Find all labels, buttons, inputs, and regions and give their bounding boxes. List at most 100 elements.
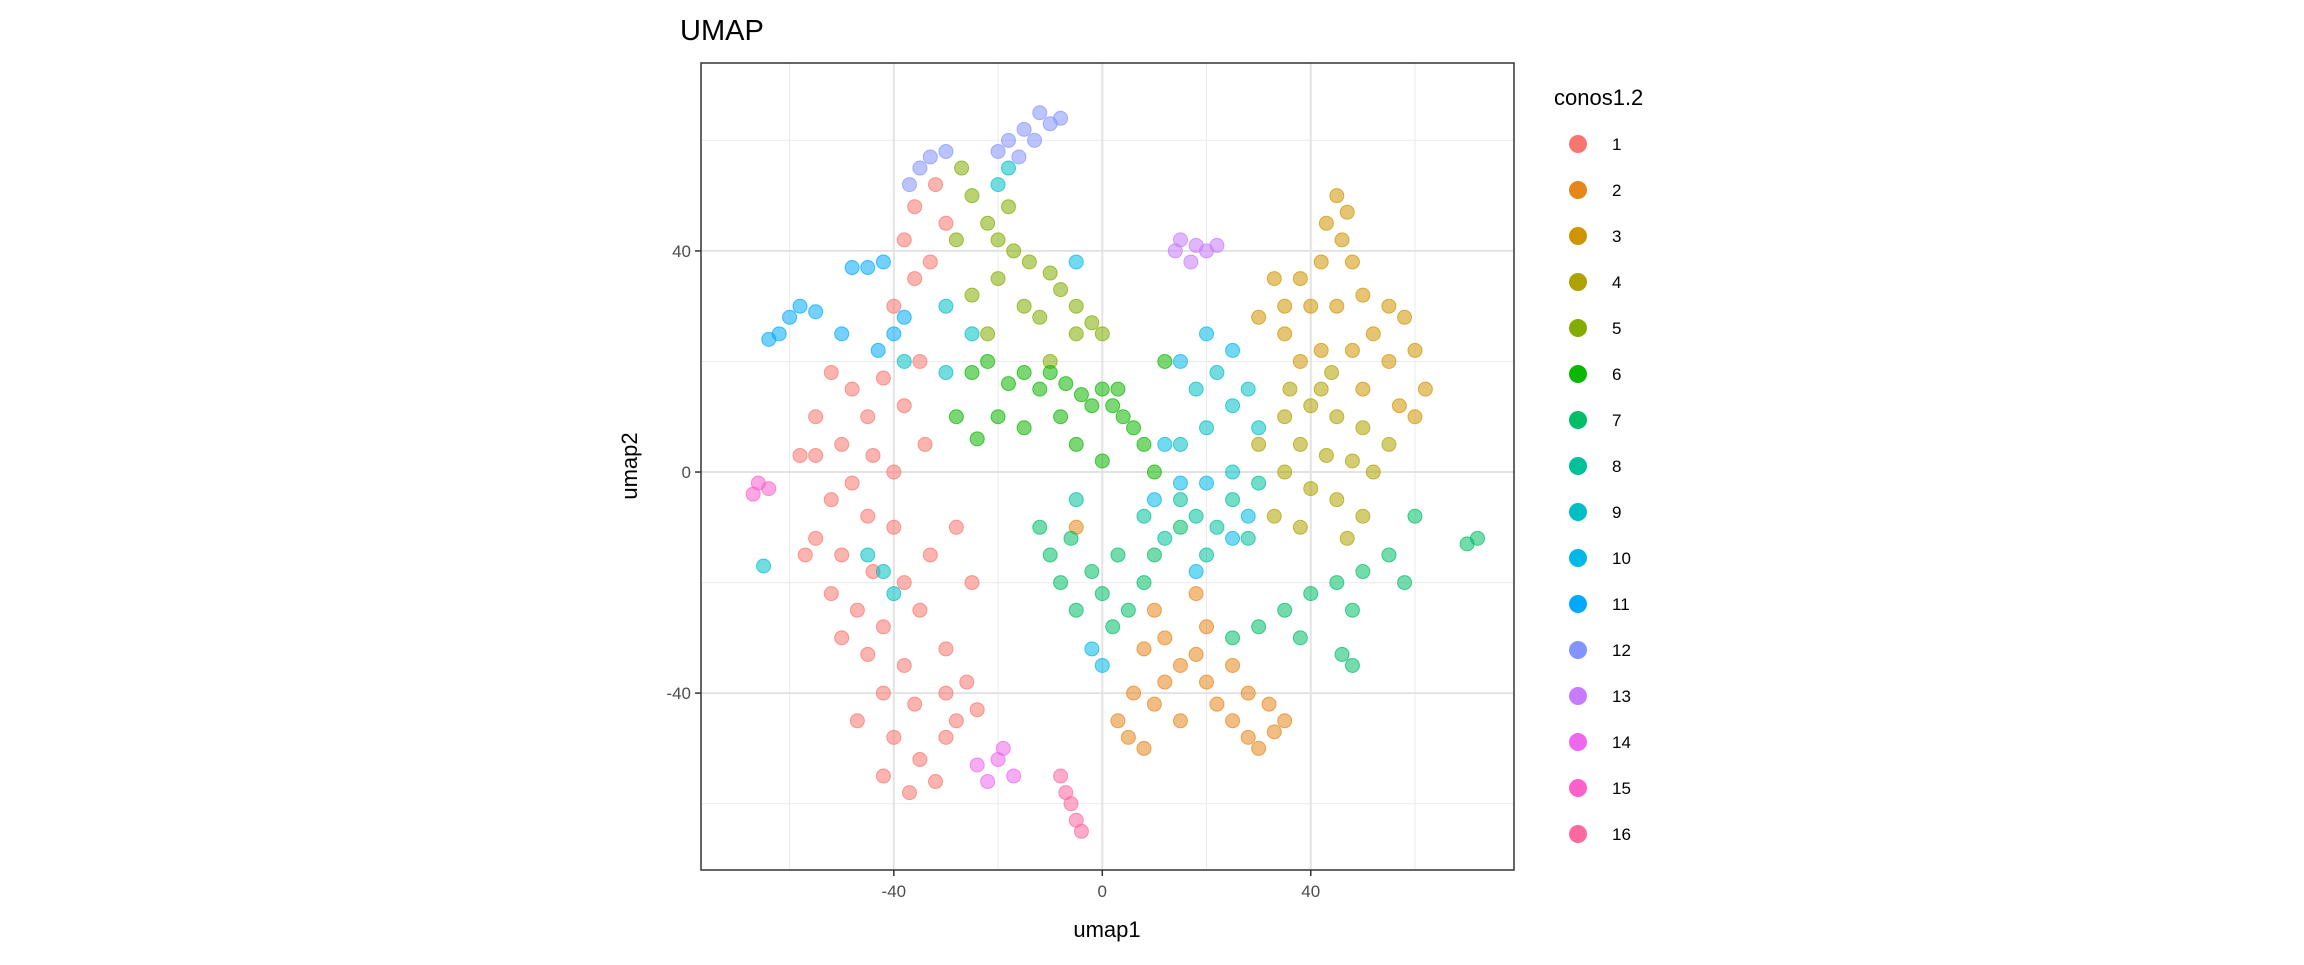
- data-point: [1199, 326, 1215, 342]
- data-point: [1120, 602, 1136, 618]
- data-point: [1277, 464, 1293, 480]
- data-point: [1329, 409, 1345, 425]
- data-point: [1225, 492, 1241, 508]
- data-point: [886, 298, 902, 314]
- data-point: [1318, 447, 1334, 463]
- data-point: [1292, 271, 1308, 287]
- legend-item: 10: [1569, 549, 1631, 568]
- data-point: [1344, 657, 1360, 673]
- data-point: [1115, 409, 1131, 425]
- data-point: [1199, 674, 1215, 690]
- series-11: [761, 254, 912, 358]
- data-point: [1172, 657, 1188, 673]
- data-point: [1355, 381, 1371, 397]
- data-point: [1266, 271, 1282, 287]
- data-point: [1313, 381, 1329, 397]
- data-point: [1199, 547, 1215, 563]
- data-point: [1016, 121, 1032, 137]
- legend-key: [1569, 733, 1587, 751]
- data-point: [1329, 492, 1345, 508]
- data-point: [912, 160, 928, 176]
- legend-item: 14: [1569, 733, 1631, 752]
- data-point: [907, 696, 923, 712]
- data-point: [1011, 149, 1027, 165]
- data-point: [1251, 619, 1267, 635]
- data-point: [756, 558, 772, 574]
- data-point: [938, 365, 954, 381]
- legend-key: [1569, 365, 1587, 383]
- data-point: [1225, 464, 1241, 480]
- data-point: [1000, 132, 1016, 148]
- series-10: [1068, 254, 1256, 673]
- legend-item: 4: [1569, 273, 1621, 292]
- series-8: [1068, 475, 1267, 563]
- data-point: [980, 215, 996, 231]
- data-point: [922, 547, 938, 563]
- data-point: [844, 381, 860, 397]
- data-point: [1016, 365, 1032, 381]
- data-point: [875, 254, 891, 270]
- series-14: [969, 740, 1022, 790]
- data-point: [1240, 508, 1256, 524]
- data-point: [980, 353, 996, 369]
- data-point: [886, 464, 902, 480]
- data-point: [1053, 282, 1069, 298]
- data-point: [1240, 381, 1256, 397]
- data-point: [875, 768, 891, 784]
- data-point: [1188, 646, 1204, 662]
- data-point: [954, 160, 970, 176]
- data-point: [875, 685, 891, 701]
- data-point: [1032, 519, 1048, 535]
- panel-border: [700, 62, 1515, 871]
- data-point: [938, 641, 954, 657]
- series-1: [792, 177, 985, 801]
- legend-item: 9: [1569, 503, 1621, 522]
- data-point: [990, 232, 1006, 248]
- data-point: [1110, 547, 1126, 563]
- data-point: [1110, 713, 1126, 729]
- data-point: [1136, 508, 1152, 524]
- y-tick-label: 0: [682, 463, 691, 482]
- data-point: [1313, 342, 1329, 358]
- data-point: [1240, 685, 1256, 701]
- data-point: [1365, 464, 1381, 480]
- legend-key: [1569, 549, 1587, 567]
- data-point: [1157, 674, 1173, 690]
- data-point: [938, 685, 954, 701]
- data-point: [808, 530, 824, 546]
- data-point: [745, 486, 761, 502]
- data-point: [1344, 453, 1360, 469]
- data-point: [782, 309, 798, 325]
- data-point: [1313, 254, 1329, 270]
- y-axis-title: umap2: [617, 432, 642, 499]
- data-point: [928, 177, 944, 193]
- series-4: [1251, 365, 1397, 546]
- data-point: [1470, 530, 1486, 546]
- data-point: [1407, 409, 1423, 425]
- data-point: [1199, 619, 1215, 635]
- data-point: [1042, 547, 1058, 563]
- legend-label: 6: [1612, 365, 1621, 384]
- legend-label: 7: [1612, 411, 1621, 430]
- data-point: [912, 353, 928, 369]
- data-point: [1042, 365, 1058, 381]
- legend-label: 4: [1612, 273, 1621, 292]
- data-points: [745, 105, 1486, 839]
- data-point: [1027, 132, 1043, 148]
- legend-item: 11: [1569, 595, 1630, 614]
- legend-item: 13: [1569, 687, 1631, 706]
- data-point: [1240, 530, 1256, 546]
- data-point: [901, 785, 917, 801]
- data-point: [1303, 586, 1319, 602]
- data-point: [870, 342, 886, 358]
- data-point: [1261, 696, 1277, 712]
- data-point: [860, 409, 876, 425]
- data-point: [1110, 381, 1126, 397]
- data-point: [1172, 436, 1188, 452]
- data-point: [1381, 298, 1397, 314]
- data-point: [1084, 398, 1100, 414]
- data-point: [969, 702, 985, 718]
- data-point: [1355, 420, 1371, 436]
- data-point: [1183, 254, 1199, 270]
